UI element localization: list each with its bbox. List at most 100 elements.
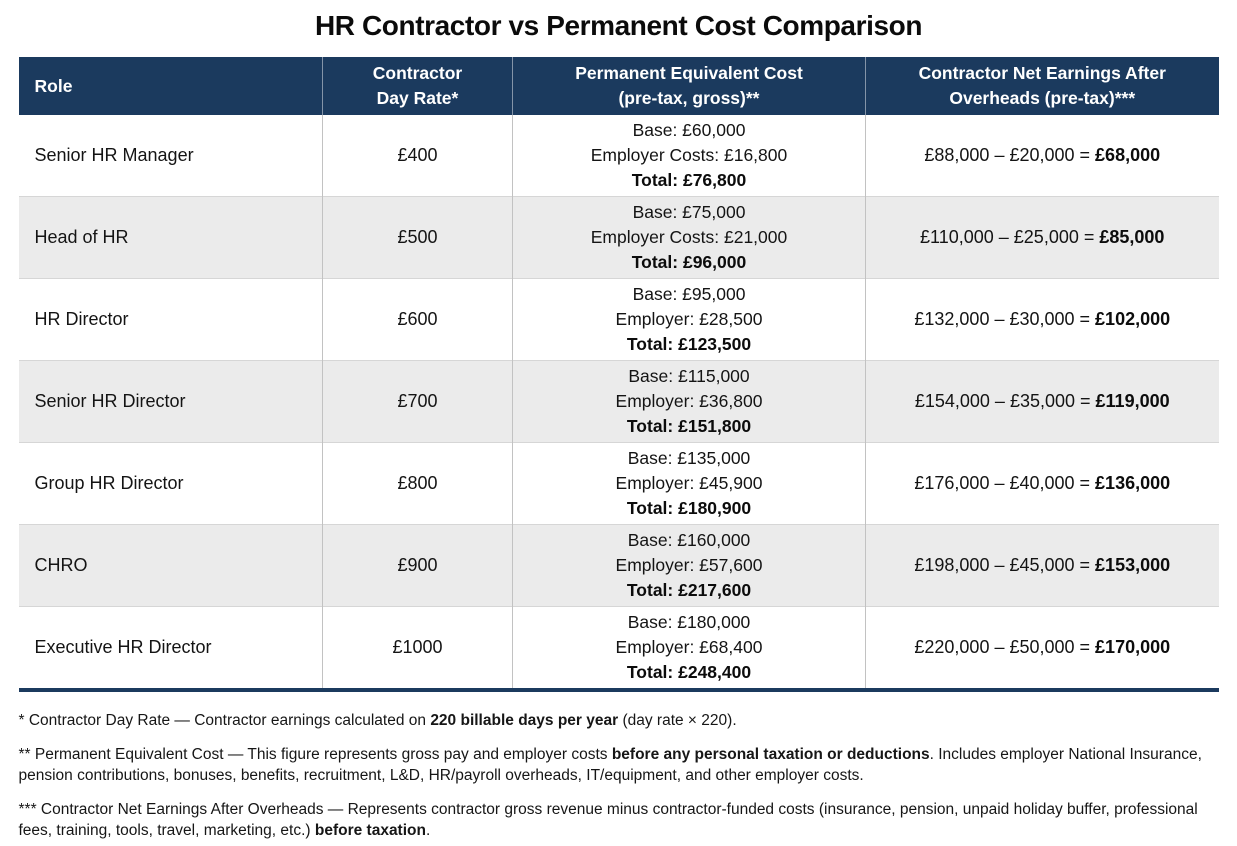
permanent-base-line: Base: £95,000 <box>632 284 746 304</box>
col-header-role: Role <box>18 57 323 115</box>
page: HR Contractor vs Permanent Cost Comparis… <box>0 10 1237 841</box>
permanent-total-line: Total: £217,600 <box>626 580 752 600</box>
footnotes: * Contractor Day Rate — Contractor earni… <box>19 710 1219 841</box>
comparison-table: Role Contractor Day Rate* Permanent Equi… <box>18 57 1219 692</box>
footnote-segment: (day rate × 220). <box>618 712 737 729</box>
permanent-cost-cell: Base: £75,000 Employer Costs: £21,000 Tota… <box>512 196 866 279</box>
permanent-base-line: Base: £75,000 <box>632 202 746 222</box>
role-cell: Head of HR <box>18 196 323 279</box>
permanent-cost-cell: Base: £135,000 Employer: £45,900 Total: £1… <box>512 442 866 525</box>
net-earnings-cell: £220,000 – £50,000 = £170,000 <box>865 606 1219 690</box>
footnote-segment: * Contractor Day Rate — Contractor earni… <box>18 712 431 729</box>
permanent-employer-line: Employer: £36,800 <box>615 391 763 411</box>
footnote-segment: ** Permanent Equivalent Cost — This figu… <box>18 746 612 763</box>
net-result-value: £136,000 <box>1095 473 1171 493</box>
header-label-line: Overheads (pre-tax)*** <box>949 88 1136 108</box>
permanent-cost-cell: Base: £60,000 Employer Costs: £16,800 Tota… <box>512 115 866 197</box>
net-earnings-cell: £176,000 – £40,000 = £136,000 <box>865 442 1219 525</box>
col-header-net-earnings: Contractor Net Earnings After Overheads … <box>865 57 1219 115</box>
role-cell: CHRO <box>18 524 323 607</box>
permanent-total-line: Total: £123,500 <box>626 334 752 354</box>
footnote: *** Contractor Net Earnings After Overhe… <box>19 799 1219 841</box>
header-label-line: (pre-tax, gross)** <box>618 88 760 108</box>
net-earnings-cell: £132,000 – £30,000 = £102,000 <box>865 278 1219 361</box>
day-rate-cell: £1000 <box>322 606 513 690</box>
net-result-value: £102,000 <box>1095 309 1171 329</box>
header-label-line: Contractor Net Earnings After <box>918 63 1166 83</box>
footnote-segment: 220 billable days per year <box>430 712 619 729</box>
day-rate-cell: £500 <box>322 196 513 279</box>
footnote-segment: . Includes employer National Insurance, … <box>18 746 1202 784</box>
table-row: HR Director £600 Base: £95,000 Employer: £2… <box>18 278 1219 361</box>
permanent-base-line: Base: £135,000 <box>627 448 751 468</box>
net-result-value: £119,000 <box>1095 391 1170 411</box>
permanent-employer-line: Employer Costs: £16,800 <box>590 145 788 165</box>
table-row: Head of HR £500 Base: £75,000 Employer Cost… <box>18 196 1219 279</box>
footnote-segment: *** Contractor Net Earnings After Overhe… <box>18 801 1198 839</box>
header-label-line: Day Rate* <box>376 88 459 108</box>
table-row: Group HR Director £800 Base: £135,000 Emplo… <box>18 442 1219 525</box>
footnote: ** Permanent Equivalent Cost — This figu… <box>19 744 1219 786</box>
net-calc-text: £110,000 – £25,000 = <box>920 227 1100 247</box>
permanent-employer-line: Employer: £68,400 <box>615 637 763 657</box>
permanent-employer-line: Employer Costs: £21,000 <box>590 227 788 247</box>
day-rate-cell: £400 <box>322 115 513 197</box>
net-earnings-cell: £198,000 – £45,000 = £153,000 <box>865 524 1219 607</box>
permanent-employer-line: Employer: £45,900 <box>615 473 763 493</box>
day-rate-cell: £700 <box>322 360 513 443</box>
role-cell: Executive HR Director <box>18 606 323 690</box>
permanent-base-line: Base: £60,000 <box>632 120 746 140</box>
net-earnings-cell: £110,000 – £25,000 = £85,000 <box>865 196 1219 279</box>
permanent-base-line: Base: £180,000 <box>627 612 751 632</box>
permanent-cost-cell: Base: £160,000 Employer: £57,600 Total: £2… <box>512 524 866 607</box>
net-calc-text: £220,000 – £50,000 = <box>914 637 1096 657</box>
table-row: CHRO £900 Base: £160,000 Employer: £57,600 T… <box>18 524 1219 607</box>
permanent-cost-cell: Base: £95,000 Employer: £28,500 Total: £12… <box>512 278 866 361</box>
col-header-day-rate: Contractor Day Rate* <box>322 57 513 115</box>
permanent-total-line: Total: £180,900 <box>626 498 752 518</box>
permanent-total-line: Total: £151,800 <box>626 416 752 436</box>
footnote: * Contractor Day Rate — Contractor earni… <box>19 710 1219 731</box>
permanent-cost-cell: Base: £180,000 Employer: £68,400 Total: £2… <box>512 606 866 690</box>
footnote-segment: before taxation <box>314 822 426 839</box>
day-rate-cell: £900 <box>322 524 513 607</box>
header-label-line: Permanent Equivalent Cost <box>575 63 803 83</box>
page-title: HR Contractor vs Permanent Cost Comparis… <box>314 10 923 41</box>
net-result-value: £153,000 <box>1095 555 1171 575</box>
net-calc-text: £176,000 – £40,000 = <box>914 473 1096 493</box>
net-calc-text: £154,000 – £35,000 = <box>914 391 1096 411</box>
net-calc-text: £132,000 – £30,000 = <box>914 309 1096 329</box>
permanent-employer-line: Employer: £28,500 <box>615 309 763 329</box>
net-result-value: £68,000 <box>1095 145 1161 165</box>
day-rate-cell: £600 <box>322 278 513 361</box>
permanent-base-line: Base: £160,000 <box>627 530 751 550</box>
net-result-value: £85,000 <box>1099 227 1165 247</box>
header-label-line: Contractor <box>372 63 463 83</box>
role-cell: Senior HR Director <box>18 360 323 443</box>
net-earnings-cell: £88,000 – £20,000 = £68,000 <box>865 115 1219 197</box>
day-rate-cell: £800 <box>322 442 513 525</box>
table-row: Senior HR Manager £400 Base: £60,000 Employ… <box>18 115 1219 197</box>
net-calc-text: £198,000 – £45,000 = <box>914 555 1096 575</box>
net-earnings-cell: £154,000 – £35,000 = £119,000 <box>865 360 1219 443</box>
role-cell: Group HR Director <box>18 442 323 525</box>
table-body: Senior HR Manager £400 Base: £60,000 Employ… <box>18 115 1219 690</box>
table-header: Role Contractor Day Rate* Permanent Equi… <box>18 57 1219 115</box>
permanent-total-line: Total: £76,800 <box>631 170 747 190</box>
header-row: Role Contractor Day Rate* Permanent Equi… <box>18 57 1219 115</box>
permanent-base-line: Base: £115,000 <box>628 366 750 386</box>
permanent-total-line: Total: £248,400 <box>626 662 752 682</box>
col-header-permanent-cost: Permanent Equivalent Cost (pre-tax, gros… <box>512 57 866 115</box>
net-calc-text: £88,000 – £20,000 = <box>924 145 1096 165</box>
footnote-segment: before any personal taxation or deductio… <box>611 746 930 763</box>
permanent-employer-line: Employer: £57,600 <box>615 555 763 575</box>
header-label-line: Role <box>34 75 73 96</box>
footnote-segment: . <box>425 822 431 839</box>
table-row: Senior HR Director £700 Base: £115,000 Empl… <box>18 360 1219 443</box>
permanent-cost-cell: Base: £115,000 Employer: £36,800 Total: £1… <box>512 360 866 443</box>
role-cell: HR Director <box>18 278 323 361</box>
permanent-total-line: Total: £96,000 <box>631 252 747 272</box>
role-cell: Senior HR Manager <box>18 115 323 197</box>
net-result-value: £170,000 <box>1095 637 1171 657</box>
table-row: Executive HR Director £1000 Base: £180,000… <box>18 606 1219 690</box>
